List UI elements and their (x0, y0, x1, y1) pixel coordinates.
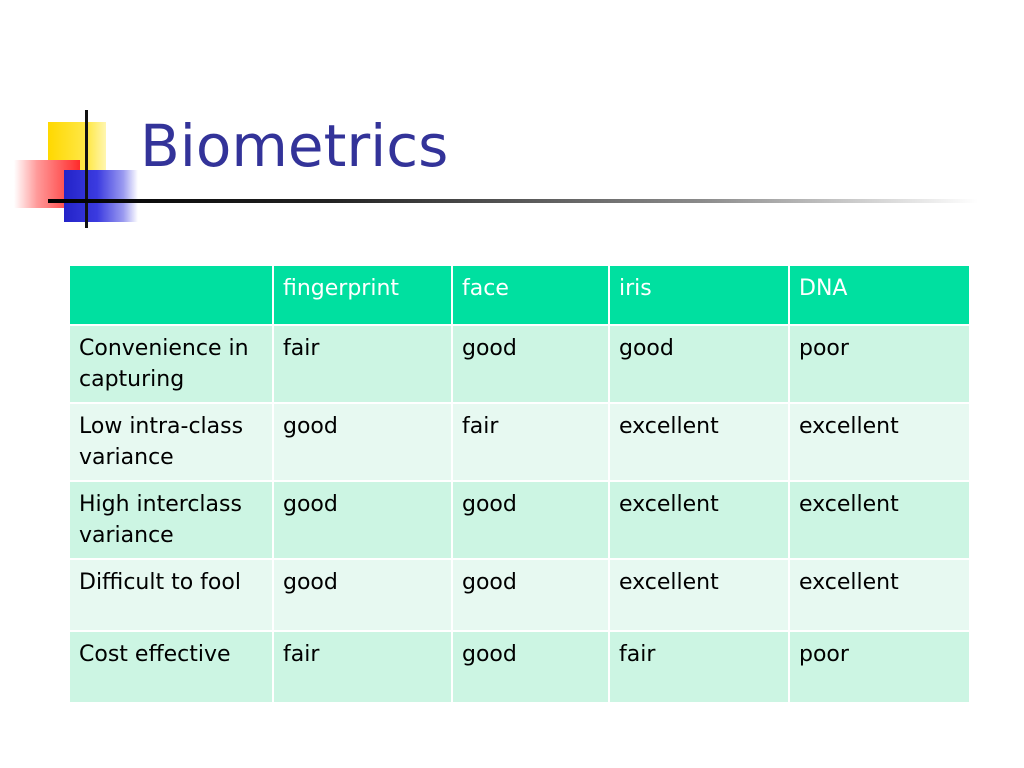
row-label: Difficult to fool (68, 558, 274, 632)
table-cell: good (272, 402, 453, 482)
row-label: Cost effective (68, 630, 274, 704)
table-cell: fair (451, 402, 610, 482)
biometrics-table: fingerprint face iris DNA Convenience in… (68, 264, 971, 704)
table-cell: excellent (788, 558, 971, 632)
table-cell: fair (272, 630, 453, 704)
header-cell-iris: iris (608, 264, 790, 326)
table-row: Low intra-class variance good fair excel… (68, 402, 971, 482)
header-cell-empty (68, 264, 274, 326)
table-cell: excellent (788, 402, 971, 482)
header-cell-face: face (451, 264, 610, 326)
table-cell: good (272, 558, 453, 632)
header-cell-fingerprint: fingerprint (272, 264, 453, 326)
table-cell: good (451, 480, 610, 560)
table-row: Cost effective fair good fair poor (68, 630, 971, 704)
table-row: High interclass variance good good excel… (68, 480, 971, 560)
table-cell: good (451, 324, 610, 404)
row-label: Low intra-class variance (68, 402, 274, 482)
table-cell: good (451, 630, 610, 704)
table-cell: poor (788, 630, 971, 704)
table-cell: fair (608, 630, 790, 704)
vertical-line (85, 110, 88, 228)
table-cell: poor (788, 324, 971, 404)
header-cell-dna: DNA (788, 264, 971, 326)
table-cell: good (272, 480, 453, 560)
table-header-row: fingerprint face iris DNA (68, 264, 971, 326)
title-underline (48, 199, 978, 203)
table-cell: excellent (608, 402, 790, 482)
table-cell: good (608, 324, 790, 404)
table-cell: excellent (788, 480, 971, 560)
slide-title: Biometrics (140, 112, 449, 180)
row-label: Convenience in capturing (68, 324, 274, 404)
table-cell: good (451, 558, 610, 632)
table-row: Convenience in capturing fair good good … (68, 324, 971, 404)
row-label: High interclass variance (68, 480, 274, 560)
table-row: Difficult to fool good good excellent ex… (68, 558, 971, 632)
table-cell: fair (272, 324, 453, 404)
decorative-squares-logo (0, 0, 140, 240)
table-cell: excellent (608, 558, 790, 632)
table-cell: excellent (608, 480, 790, 560)
blue-square (64, 170, 138, 222)
